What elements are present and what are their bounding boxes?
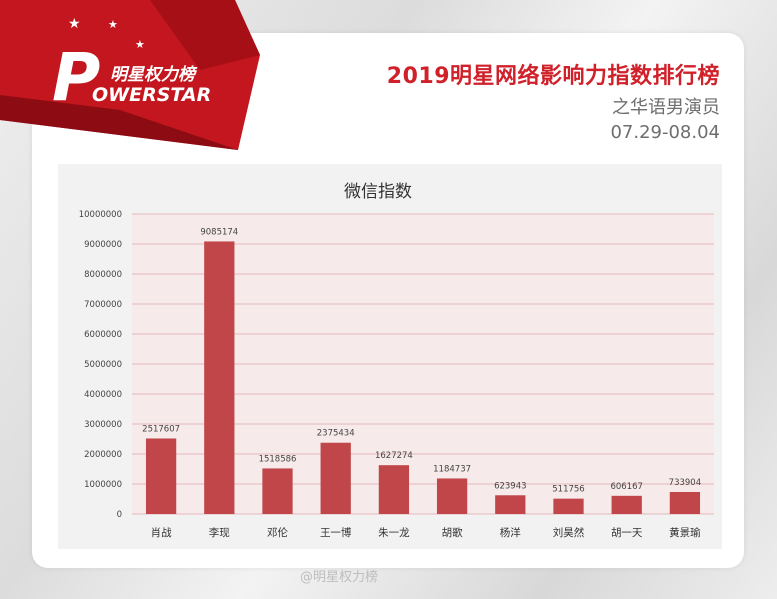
x-tick-label: 杨洋 [500, 526, 521, 539]
bar [262, 468, 293, 514]
x-tick-label: 肖战 [151, 526, 172, 539]
y-tick-label: 3000000 [84, 420, 122, 430]
y-tick-label: 1000000 [84, 480, 122, 490]
logo-mark: P [52, 39, 100, 116]
page-subtitle: 之华语男演员 [612, 97, 720, 118]
bar [436, 478, 468, 514]
bar-value-label: 2375434 [317, 429, 355, 439]
bar [669, 491, 701, 514]
bar [320, 442, 351, 514]
y-tick-label: 9000000 [84, 240, 122, 250]
bar [145, 438, 177, 514]
bar-value-label: 1627274 [375, 451, 413, 461]
y-tick-label: 2000000 [84, 450, 122, 460]
svg-text:★: ★ [68, 16, 81, 32]
powerstar-logo: ★ ★ ★ P 明星权力榜 OWERSTAR [0, 0, 260, 150]
chart-panel: 微信指数 0 1000000 2000000 3000000 4000000 500000… [58, 164, 722, 549]
x-tick-label: 邓伦 [267, 526, 288, 539]
x-tick-label: 王一博 [320, 526, 352, 539]
y-tick-label: 10000000 [79, 210, 122, 220]
svg-text:★: ★ [108, 18, 118, 31]
bar-value-label: 623943 [494, 481, 526, 491]
logo-text-cn: 明星权力榜 [110, 65, 198, 85]
x-tick-label: 李现 [209, 526, 230, 539]
bar-chart: 微信指数 0 1000000 2000000 3000000 4000000 500000… [79, 182, 714, 539]
x-tick-label: 胡一天 [611, 526, 643, 539]
bar-value-label: 606167 [610, 482, 642, 492]
bar [204, 241, 235, 515]
date-range: 07.29-08.04 [610, 122, 720, 143]
x-tick-label: 刘昊然 [553, 526, 585, 539]
y-tick-label: 6000000 [84, 330, 122, 340]
bar-value-label: 733904 [669, 478, 701, 488]
y-tick-label: 7000000 [84, 300, 122, 310]
bar [378, 465, 410, 514]
y-tick-label: 4000000 [84, 390, 122, 400]
x-tick-label: 黄景瑜 [669, 526, 701, 539]
bar-value-label: 1518586 [259, 454, 297, 464]
bar-value-label: 9085174 [200, 227, 238, 237]
chart-title: 微信指数 [344, 182, 412, 202]
bar [553, 498, 584, 514]
page-title: 2019明星网络影响力指数排行榜 [386, 64, 720, 89]
y-tick-label: 0 [117, 510, 122, 520]
weibo-watermark: @明星权力榜 [300, 570, 379, 585]
y-tick-label: 5000000 [84, 360, 122, 370]
logo-text-en: OWERSTAR [92, 84, 211, 106]
y-tick-label: 8000000 [84, 270, 122, 280]
svg-text:★: ★ [135, 38, 145, 51]
bar-value-label: 511756 [552, 485, 584, 495]
bar [611, 495, 642, 514]
bar [495, 495, 526, 514]
x-tick-label: 朱一龙 [378, 526, 410, 539]
x-tick-label: 胡歌 [442, 526, 463, 539]
bar-value-label: 2517607 [142, 424, 180, 434]
bar-value-label: 1184737 [433, 464, 471, 474]
